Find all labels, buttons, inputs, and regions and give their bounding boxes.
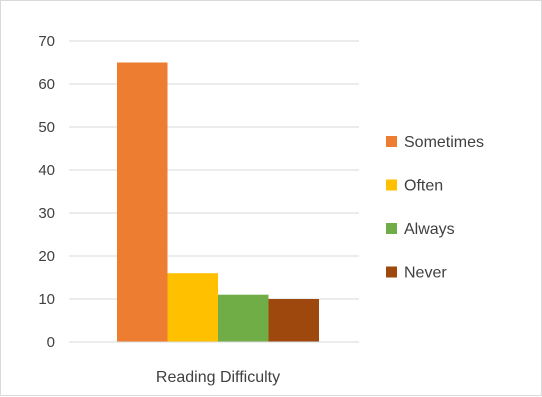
legend: Sometimes Often Always Never <box>386 134 484 282</box>
x-category-label: Reading Difficulty <box>156 369 280 386</box>
legend-swatch-sometimes <box>386 136 397 147</box>
legend-swatch-never <box>386 266 397 278</box>
bar-sometimes <box>117 62 168 342</box>
legend-swatch-always <box>386 223 397 234</box>
bars <box>117 62 319 342</box>
bar-never <box>268 299 319 342</box>
bar-always <box>218 294 269 342</box>
y-tick-label: 70 <box>38 33 55 50</box>
y-axis-ticks: 0 10 20 30 40 50 60 70 <box>38 33 55 351</box>
legend-swatch-often <box>386 179 397 191</box>
y-tick-label: 40 <box>38 162 55 179</box>
y-tick-label: 0 <box>47 334 55 351</box>
y-tick-label: 20 <box>38 248 55 265</box>
gridlines <box>69 40 359 300</box>
y-tick-label: 50 <box>38 119 55 136</box>
legend-label-always: Always <box>404 221 455 238</box>
y-tick-label: 60 <box>38 76 55 93</box>
bar-often <box>167 273 218 342</box>
legend-label-often: Often <box>404 178 443 195</box>
y-tick-label: 10 <box>38 291 55 308</box>
legend-label-never: Never <box>404 265 447 282</box>
legend-label-sometimes: Sometimes <box>404 134 484 151</box>
y-tick-label: 30 <box>38 205 55 222</box>
